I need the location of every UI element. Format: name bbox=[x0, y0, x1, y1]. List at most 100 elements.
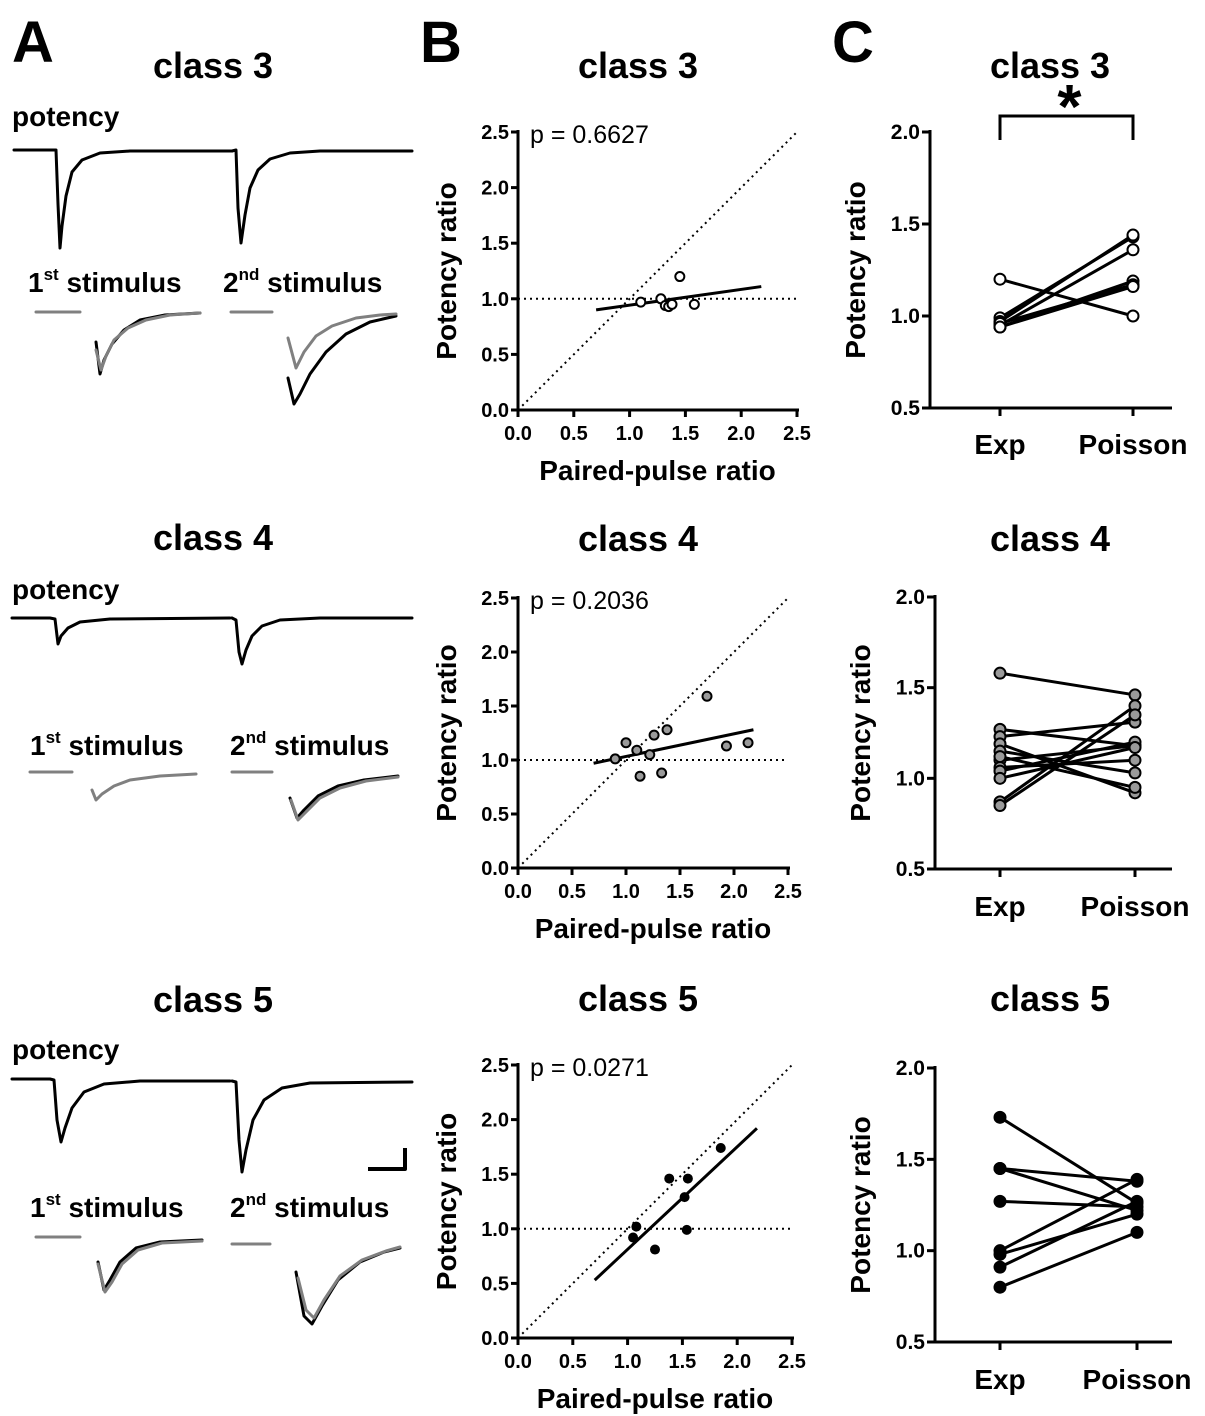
y-tick-label: 1.5 bbox=[896, 677, 926, 700]
exp-point bbox=[993, 1194, 1007, 1208]
pair-line bbox=[999, 713, 1136, 807]
x-tick-label: 0.0 bbox=[504, 423, 532, 445]
x-tick-label: 2.0 bbox=[720, 881, 748, 903]
y-tick-label: 1.5 bbox=[896, 1148, 926, 1171]
x-tick-label: 0.5 bbox=[558, 881, 586, 903]
data-point bbox=[681, 1224, 692, 1235]
x-tick-label: 0.0 bbox=[504, 881, 532, 903]
pair-line bbox=[999, 740, 1136, 773]
chart-b3: class 3 0.0 0.5 1.0 1.5 2.0 2.5 0.0 0.5 1.0 1.5 2.0… bbox=[431, 45, 811, 486]
data-point bbox=[688, 298, 700, 310]
trace-class5-stim2-gray bbox=[296, 1245, 402, 1320]
y-tick-label: 1.0 bbox=[481, 1219, 509, 1241]
poisson-point bbox=[1126, 243, 1140, 257]
data-point bbox=[631, 1221, 642, 1232]
pair-line bbox=[999, 746, 1136, 780]
y-axis-label: Potency ratio bbox=[840, 181, 871, 358]
data-point bbox=[679, 1192, 690, 1203]
exp-point bbox=[993, 1110, 1007, 1124]
y-tick-label: 1.5 bbox=[481, 1164, 509, 1186]
y-tick-label: 2.5 bbox=[481, 122, 509, 144]
category-label: Exp bbox=[974, 891, 1025, 922]
x-tick-label: 0.5 bbox=[559, 1351, 587, 1373]
chart-c3: class 3 0.5 1.0 1.5 2.0 Exp Poisson Potency rat… bbox=[840, 45, 1187, 460]
x-tick-label: 1.5 bbox=[666, 881, 694, 903]
potency-label-class5: potency bbox=[12, 1034, 120, 1065]
data-point bbox=[701, 690, 713, 702]
x-tick-label: 1.0 bbox=[616, 423, 644, 445]
poisson-point bbox=[1128, 688, 1142, 702]
chart-title: class 3 bbox=[578, 45, 698, 86]
poisson-point bbox=[1128, 780, 1142, 794]
y-tick-label: 1.0 bbox=[481, 750, 509, 772]
pair-line bbox=[999, 1178, 1138, 1252]
y-tick-label: 2.5 bbox=[481, 588, 509, 610]
chart-title: class 5 bbox=[990, 978, 1110, 1019]
poisson-point bbox=[1128, 766, 1142, 780]
poisson-point bbox=[1128, 708, 1142, 722]
y-tick-label: 0.0 bbox=[481, 858, 509, 880]
pair-line bbox=[999, 1199, 1138, 1209]
pair-line bbox=[999, 277, 1134, 318]
y-tick-label: 0.5 bbox=[896, 858, 926, 881]
poisson-point bbox=[1130, 1194, 1144, 1208]
data-point bbox=[609, 753, 621, 765]
y-axis-label: Potency ratio bbox=[431, 1113, 462, 1290]
data-point bbox=[742, 737, 754, 749]
chart-title: class 4 bbox=[578, 518, 698, 559]
identity-line bbox=[517, 131, 798, 411]
x-tick-label: 1.5 bbox=[668, 1351, 696, 1373]
y-tick-label: 1.0 bbox=[891, 305, 920, 328]
data-point bbox=[644, 749, 656, 761]
x-tick-label: 2.5 bbox=[774, 881, 802, 903]
x-tick-label: 0.5 bbox=[560, 423, 588, 445]
y-tick-label: 1.5 bbox=[891, 213, 921, 236]
y-tick-label: 2.0 bbox=[481, 1110, 509, 1132]
data-point bbox=[650, 1244, 660, 1255]
chart-c5: class 5 0.5 1.0 1.5 2.0 Exp Poisson Potency rat… bbox=[845, 978, 1191, 1395]
trace-class5-potency-1 bbox=[10, 1077, 232, 1144]
data-point bbox=[635, 296, 647, 308]
exp-point bbox=[993, 1247, 1007, 1261]
category-label: Poisson bbox=[1083, 1364, 1192, 1395]
second-stimulus-label-class3: 2nd stimulus bbox=[223, 265, 383, 298]
y-tick-label: 1.0 bbox=[896, 767, 925, 790]
exp-point bbox=[993, 1280, 1007, 1294]
category-label: Exp bbox=[974, 429, 1025, 460]
trace-class4-stim2-gray bbox=[289, 775, 400, 822]
data-point bbox=[674, 271, 686, 283]
second-stimulus-label-class4: 2nd stimulus bbox=[230, 728, 390, 761]
data-point bbox=[656, 767, 668, 779]
data-point bbox=[634, 770, 646, 782]
chart-title: class 3 bbox=[990, 45, 1110, 86]
x-axis-label: Paired-pulse ratio bbox=[537, 1383, 774, 1414]
first-stimulus-label-class4: 1st stimulus bbox=[30, 728, 184, 761]
exp-point bbox=[993, 320, 1007, 334]
identity-line bbox=[517, 597, 789, 869]
trace-class4-potency-2 bbox=[230, 616, 414, 666]
chart-c4: class 4 0.5 1.0 1.5 2.0 Exp Poisson Potency rat… bbox=[845, 518, 1189, 922]
category-label: Exp bbox=[974, 1364, 1025, 1395]
panel-letter-a: A bbox=[12, 10, 54, 75]
pair-line bbox=[999, 248, 1134, 327]
y-tick-label: 0.0 bbox=[481, 400, 509, 422]
pair-line bbox=[999, 1199, 1138, 1269]
y-axis-label: Potency ratio bbox=[431, 182, 462, 359]
p-value-annotation: p = 0.2036 bbox=[530, 587, 649, 615]
y-tick-label: 0.5 bbox=[896, 1331, 926, 1354]
x-tick-label: 2.0 bbox=[727, 423, 755, 445]
first-stimulus-label-class5: 1st stimulus bbox=[30, 1190, 184, 1223]
pair-line bbox=[999, 727, 1136, 748]
y-tick-label: 0.5 bbox=[481, 1273, 509, 1295]
panel-letter-c: C bbox=[832, 10, 874, 75]
chart-title: class 5 bbox=[578, 978, 698, 1019]
significance-bracket bbox=[998, 114, 1135, 140]
regression-line bbox=[593, 1127, 758, 1282]
exp-point bbox=[993, 750, 1007, 764]
data-point bbox=[628, 1232, 639, 1243]
pair-line bbox=[999, 285, 1134, 329]
x-tick-label: 1.5 bbox=[671, 423, 699, 445]
category-label: Poisson bbox=[1081, 891, 1190, 922]
poisson-point bbox=[1130, 1225, 1144, 1239]
